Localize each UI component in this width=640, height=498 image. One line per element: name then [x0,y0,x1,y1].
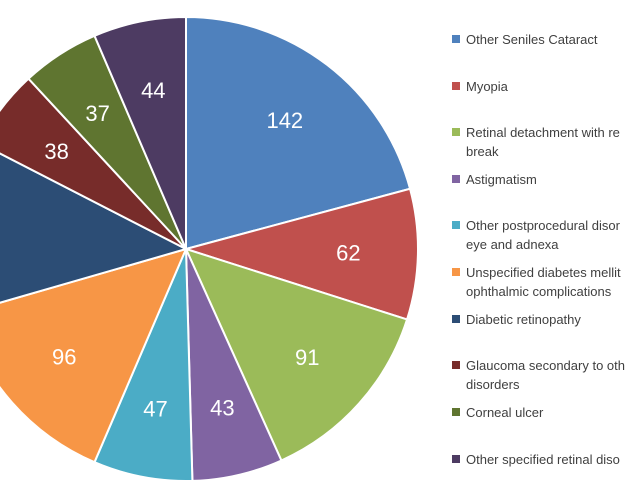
legend-label: Other postprocedural disor [466,218,621,233]
legend-swatch [452,455,460,463]
legend-swatch [452,221,460,229]
pie-data-labels: 142 62 91 43 47 96 38 37 44 [44,78,360,422]
data-label: 91 [295,345,319,370]
legend-swatch [452,361,460,369]
legend-label: Unspecified diabetes mellit [466,265,621,280]
data-label: 44 [141,78,165,103]
legend-swatch [452,408,460,416]
legend-label: eye and adnexa [466,237,559,252]
pie-slice [184,247,409,462]
legend-label: Astigmatism [466,172,537,187]
data-label: 142 [266,108,303,133]
pie-slice [93,15,187,250]
pie-slice [185,15,412,251]
legend-label: disorders [466,377,520,392]
data-label: 43 [210,395,234,420]
data-label: 37 [85,101,109,126]
legend-swatch [452,175,460,183]
data-label: 47 [143,397,167,422]
legend-swatch [452,315,460,323]
legend-label: Retinal detachment with re [466,125,620,140]
pie-slice [0,152,189,304]
pie-slice [182,187,419,321]
legend-label: Other Seniles Cataract [466,32,598,47]
legend-label: Corneal ulcer [466,405,544,420]
legend-swatch [452,268,460,276]
legend-swatch [452,128,460,136]
data-label: 38 [44,139,68,164]
legend-swatch [452,35,460,43]
legend-swatch [452,82,460,90]
legend: Other Seniles Cataract Myopia Retinal deta… [452,32,625,467]
legend-label: Diabetic retinopathy [466,312,581,327]
legend-label: Glaucoma secondary to oth [466,358,625,373]
legend-label: break [466,144,499,159]
data-label: 62 [336,241,360,266]
pie-slice [0,247,188,464]
legend-label: ophthalmic complications [466,284,612,299]
pie-slices [0,15,419,482]
legend-label: Other specified retinal diso [466,452,620,467]
legend-label: Myopia [466,79,509,94]
data-label: 96 [52,344,76,369]
